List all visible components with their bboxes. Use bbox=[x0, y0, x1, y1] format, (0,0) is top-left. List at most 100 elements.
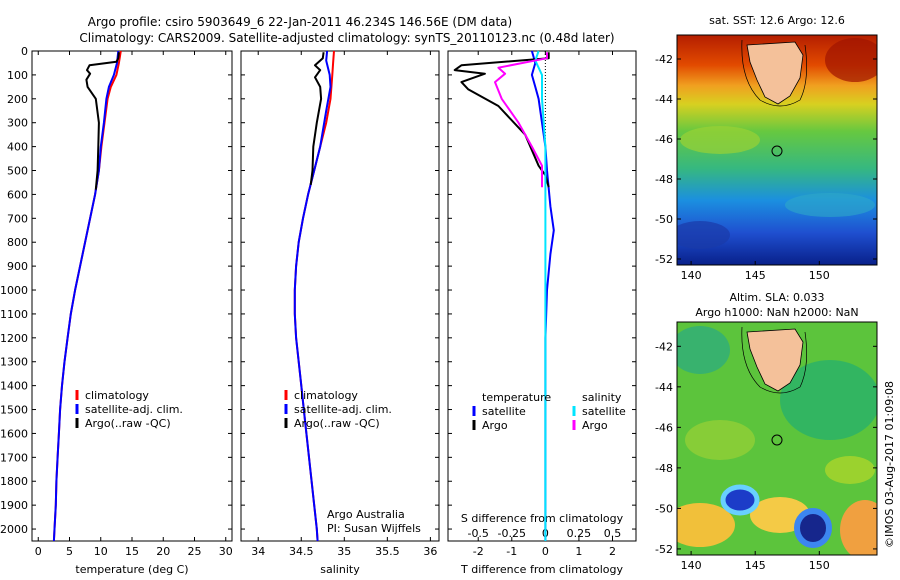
map-x-label: 145 bbox=[745, 559, 766, 572]
x-tick-label: 0 bbox=[542, 545, 549, 558]
series-line-temperature-argo bbox=[453, 52, 550, 188]
legend-label: Argo(..raw -QC) bbox=[85, 417, 171, 430]
map-y-label: -48 bbox=[655, 462, 673, 475]
x-tick-label: 0 bbox=[35, 545, 42, 558]
series-line-salinity-argo bbox=[494, 52, 548, 188]
legend-label: satellite bbox=[482, 405, 526, 418]
sla-patch bbox=[677, 326, 730, 374]
map-y-label: -44 bbox=[655, 93, 673, 106]
sla-map-title-2: Argo h1000: NaN h2000: NaN bbox=[695, 306, 858, 319]
salinity-panel: 34 34.5 35 35.5 36 salinity climatologysatelli… bbox=[240, 50, 440, 576]
map-y-label: -44 bbox=[655, 381, 673, 394]
x-tick-label: 34 bbox=[251, 545, 265, 558]
y-tick-label: 1300 bbox=[0, 356, 28, 369]
legend-label: Argo bbox=[582, 419, 608, 432]
y-tick-label: 2000 bbox=[0, 523, 28, 536]
y-tick-label: 700 bbox=[7, 212, 28, 225]
y-tick-label: 1200 bbox=[0, 332, 28, 345]
t-axis-label: T difference from climatology bbox=[460, 563, 623, 576]
y-tick-label: 300 bbox=[7, 117, 28, 130]
s-axis-label: S difference from climatology bbox=[461, 512, 624, 525]
x-tick-label: 25 bbox=[188, 545, 202, 558]
sst-patch bbox=[680, 126, 760, 154]
x-tick-label: 15 bbox=[125, 545, 139, 558]
isobath bbox=[741, 326, 807, 394]
x-tick-label: 35.5 bbox=[375, 545, 400, 558]
map-y-label: -42 bbox=[655, 340, 673, 353]
sla-map: Altim. SLA: 0.033 Argo h1000: NaN h2000:… bbox=[655, 291, 878, 572]
sst-map-axes: -42 -44 -46 -48 -50 -52 140 145 150 bbox=[655, 53, 877, 282]
annotation-line-2: PI: Susan Wijffels bbox=[327, 522, 421, 535]
y-tick-label: 200 bbox=[7, 93, 28, 106]
series-line-satellite-adj-clim- bbox=[293, 50, 332, 542]
map-y-label: -52 bbox=[655, 253, 673, 266]
map-y-label: -46 bbox=[655, 133, 673, 146]
legend-label: satellite-adj. clim. bbox=[294, 403, 392, 416]
map-y-label: -50 bbox=[655, 502, 673, 515]
x-tick-label: -1 bbox=[506, 545, 517, 558]
series-line-argo-raw-qc- bbox=[309, 52, 325, 186]
argo-position-marker bbox=[771, 145, 783, 157]
map-y-label: -42 bbox=[655, 53, 673, 66]
sst-patch bbox=[825, 38, 877, 82]
sst-map-frame bbox=[676, 34, 878, 266]
title-line-1: Argo profile: csiro 5903649_6 22-Jan-201… bbox=[88, 15, 512, 29]
argo-position-marker bbox=[771, 434, 783, 446]
x-tick-label: 10 bbox=[94, 545, 108, 558]
y-tick-label: 1800 bbox=[0, 475, 28, 488]
sla-map-axes: -42 -44 -46 -48 -50 -52 140 145 150 bbox=[655, 340, 877, 572]
sst-map-title: sat. SST: 12.6 Argo: 12.6 bbox=[709, 14, 845, 27]
y-tick-label: 1700 bbox=[0, 451, 28, 464]
tasmania-land bbox=[746, 41, 804, 105]
x-tick-label: 36 bbox=[423, 545, 437, 558]
map-y-label: -46 bbox=[655, 421, 673, 434]
s-tick-label: 0.5 bbox=[604, 527, 622, 540]
footer-credit: ©IMOS 03-Aug-2017 01:09:08 bbox=[883, 381, 896, 548]
profile-panels: 0100200300400500600700800900100011001200… bbox=[0, 45, 637, 576]
s-tick-label: -0.5 bbox=[467, 527, 488, 540]
map-x-label: 140 bbox=[681, 559, 702, 572]
series-line-satellite-adj-clim- bbox=[52, 50, 120, 542]
sla-low bbox=[794, 508, 832, 548]
y-tick-label: 400 bbox=[7, 141, 28, 154]
sla-patch bbox=[780, 360, 877, 440]
difference-panel: -2 -1 0 1 2-0.5 -0.25 0 0.25 0.5S difference fro… bbox=[447, 50, 637, 576]
legend-title-salinity: salinity bbox=[582, 391, 622, 404]
series-line-salinity-satellite bbox=[534, 50, 547, 541]
annotation-line-1: Argo Australia bbox=[327, 508, 405, 521]
x-tick-label: 30 bbox=[219, 545, 233, 558]
sst-patch bbox=[785, 193, 875, 217]
temperature-panel: 0100200300400500600700800900100011001200… bbox=[0, 45, 233, 576]
map-x-label: 150 bbox=[809, 559, 830, 572]
x-tick-label: 35 bbox=[337, 545, 351, 558]
y-tick-label: 1900 bbox=[0, 499, 28, 512]
map-y-label: -48 bbox=[655, 173, 673, 186]
legend-label: climatology bbox=[294, 389, 358, 402]
y-tick-label: 1000 bbox=[0, 284, 28, 297]
map-x-label: 150 bbox=[809, 269, 830, 282]
x-tick-label: 34.5 bbox=[289, 545, 314, 558]
y-tick-label: 1400 bbox=[0, 380, 28, 393]
y-tick-label: 800 bbox=[7, 236, 28, 249]
map-y-label: -52 bbox=[655, 543, 673, 556]
map-x-label: 140 bbox=[681, 269, 702, 282]
legend-label: climatology bbox=[85, 389, 149, 402]
isobath bbox=[741, 39, 807, 107]
sla-patch bbox=[677, 503, 735, 547]
legend-label: Argo bbox=[482, 419, 508, 432]
sla-patch bbox=[840, 500, 877, 555]
y-tick-label: 500 bbox=[7, 165, 28, 178]
legend-label: satellite-adj. clim. bbox=[85, 403, 183, 416]
legend-label: Argo(..raw -QC) bbox=[294, 417, 380, 430]
x-tick-label: 1 bbox=[575, 545, 582, 558]
y-tick-label: 600 bbox=[7, 188, 28, 201]
x-tick-label: 2 bbox=[609, 545, 616, 558]
temperature-frame bbox=[31, 50, 233, 542]
y-tick-label: 900 bbox=[7, 260, 28, 273]
y-tick-label: 0 bbox=[21, 45, 28, 58]
sla-patch bbox=[685, 420, 755, 460]
sla-map-title-1: Altim. SLA: 0.033 bbox=[729, 291, 824, 304]
map-x-label: 145 bbox=[745, 269, 766, 282]
difference-frame bbox=[447, 50, 637, 542]
